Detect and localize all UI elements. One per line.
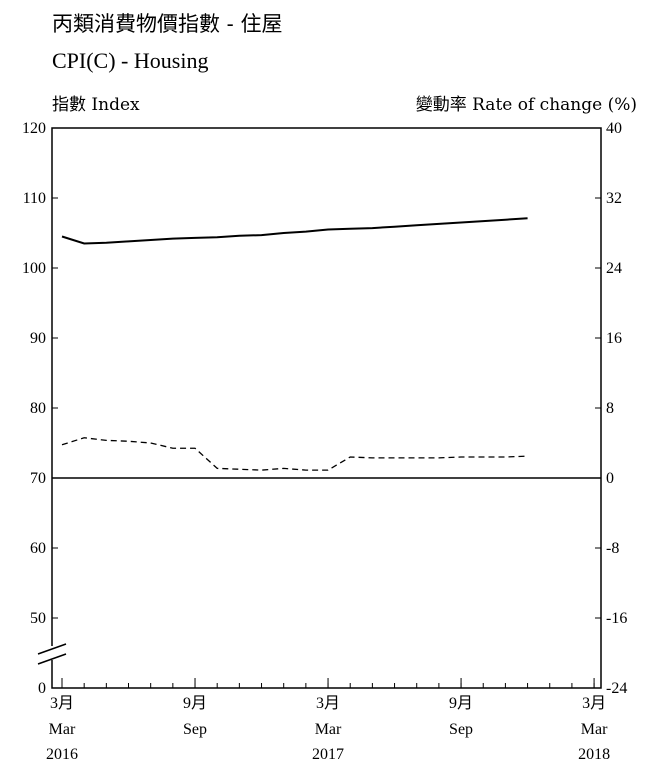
x-tick-label-month: Mar xyxy=(49,721,76,738)
x-tick-label-zh: 3月 xyxy=(316,695,340,712)
axis-break-mark xyxy=(37,643,67,655)
left-tick-label: 80 xyxy=(30,400,46,417)
right-tick-label: 8 xyxy=(606,400,614,417)
x-tick-label-year: 2018 xyxy=(578,746,610,763)
left-tick-label: 60 xyxy=(30,540,46,557)
right-tick-label: 16 xyxy=(606,330,622,347)
chart-subtitle: CPI(C) - Housing xyxy=(52,48,209,73)
plot-frame xyxy=(51,127,602,689)
left-tick-label: 90 xyxy=(30,330,46,347)
right-tick-label: 0 xyxy=(606,470,614,487)
x-tick-label-zh: 9月 xyxy=(183,695,207,712)
left-tick-label: 70 xyxy=(30,470,46,487)
right-tick-label: -8 xyxy=(606,540,619,557)
left-axis-label: 指數 Index xyxy=(52,95,140,115)
left-tick-label: 120 xyxy=(22,120,46,137)
right-tick-label: -16 xyxy=(606,610,627,627)
left-tick-label: 110 xyxy=(23,190,46,207)
x-tick-label-month: Sep xyxy=(449,721,473,738)
x-tick-label-year: 2016 xyxy=(46,746,78,763)
right-tick-label: 24 xyxy=(606,260,622,277)
chart-title: 丙類消費物價指數 - 住屋 xyxy=(52,12,283,36)
left-tick-label: 100 xyxy=(22,260,46,277)
x-tick-label-zh: 3月 xyxy=(50,695,74,712)
rate-of-change-series-line xyxy=(61,437,528,471)
x-tick-label-year: 2017 xyxy=(312,746,344,763)
right-axis-label: 變動率 Rate of change (%) xyxy=(415,95,637,115)
x-tick-label-month: Mar xyxy=(315,721,342,738)
right-tick-label: -24 xyxy=(606,680,627,697)
axis-break-gap xyxy=(48,646,56,660)
right-tick-label: 32 xyxy=(606,190,622,207)
left-tick-label: 0 xyxy=(38,680,46,697)
x-tick-label-zh: 3月 xyxy=(582,695,606,712)
index-series-line xyxy=(61,217,528,245)
right-tick-label: 40 xyxy=(606,120,622,137)
x-tick-label-month: Sep xyxy=(183,721,207,738)
x-tick-label-month: Mar xyxy=(581,721,608,738)
left-tick-label: 50 xyxy=(30,610,46,627)
axis-break-mark xyxy=(37,653,67,665)
x-tick-label-zh: 9月 xyxy=(449,695,473,712)
